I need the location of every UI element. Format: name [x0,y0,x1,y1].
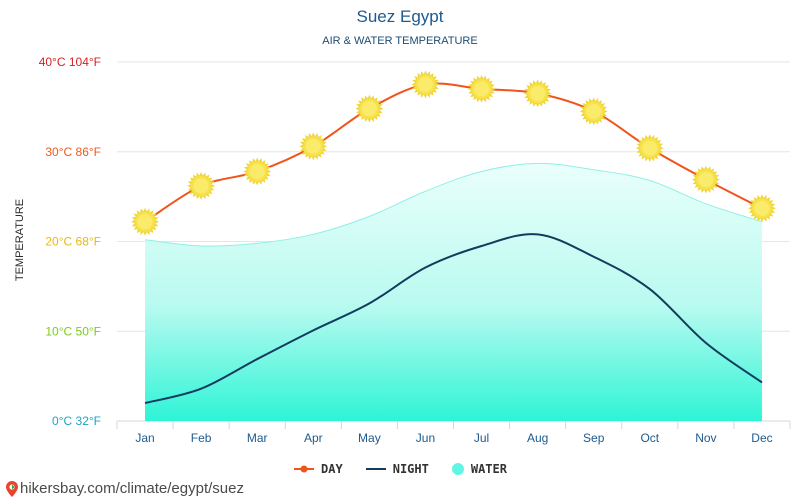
legend: DAY NIGHT WATER [0,462,800,476]
chart-title: Suez Egypt [356,7,444,26]
x-tick-label: Aug [527,431,548,445]
night-line [144,233,763,405]
x-tick-labels: Jan Feb Mar Apr May Jun Jul Aug Sep Oct Nov Dec [135,431,772,445]
sun-markers-layer [131,70,776,236]
x-tick-label: Oct [640,431,659,445]
legend-item-day[interactable]: DAY [293,462,343,476]
sun-icon [187,171,216,200]
legend-night-swatch [365,468,386,470]
y-tick-label: 10°C 50°F [45,324,101,338]
legend-water-label: WATER [470,462,507,476]
water-line [144,162,763,247]
x-tick-label: Mar [247,431,268,445]
sun-icon [579,97,608,126]
y-tick-label: 20°C 68°F [45,235,101,249]
water-area-layer [144,162,763,421]
x-tick-label: Sep [583,431,605,445]
x-tick-label: Dec [751,431,772,445]
map-pin-icon [6,480,18,497]
sun-icon [243,157,272,186]
sun-icon [467,74,496,103]
sun-icon [131,207,160,236]
x-tick-label: Nov [695,431,716,445]
legend-day-swatch [294,465,315,473]
legend-night-label: NIGHT [392,462,429,476]
y-tick-label: 0°C 32°F [52,414,101,428]
y-tick-label: 40°C 104°F [39,55,101,69]
y-tick-label: 30°C 86°F [45,145,101,159]
legend-water-swatch [451,463,464,475]
sun-icon [299,132,328,161]
x-tick-label: Jun [416,431,435,445]
sun-icon [747,194,776,223]
y-tick-labels: 0°C 32°F 10°C 50°F 20°C 68°F 30°C 86°F 40°C … [39,55,101,428]
sun-icon [635,134,664,163]
water-area [145,163,762,421]
sun-icon [411,70,440,99]
chart-subtitle: AIR & WATER TEMPERATURE [322,35,478,47]
x-tick-label: Jul [474,431,489,445]
x-tick-label: Feb [191,431,212,445]
x-tick-label: Apr [304,431,323,445]
sun-icon [355,94,384,123]
legend-item-water[interactable]: WATER [451,462,507,476]
legend-day-label: DAY [321,462,343,476]
x-tick-label: Jan [135,431,154,445]
sun-icon [523,79,552,108]
sun-icon [691,165,720,194]
x-tick-label: May [358,431,381,445]
footer-url: hikersbay.com/climate/egypt/suez [20,480,244,497]
footer-link[interactable]: hikersbay.com/climate/egypt/suez [6,480,244,497]
legend-item-night[interactable]: NIGHT [365,462,429,476]
chart-canvas: 0°C 32°F 10°C 50°F 20°C 68°F 30°C 86°F 40°C … [39,55,791,445]
